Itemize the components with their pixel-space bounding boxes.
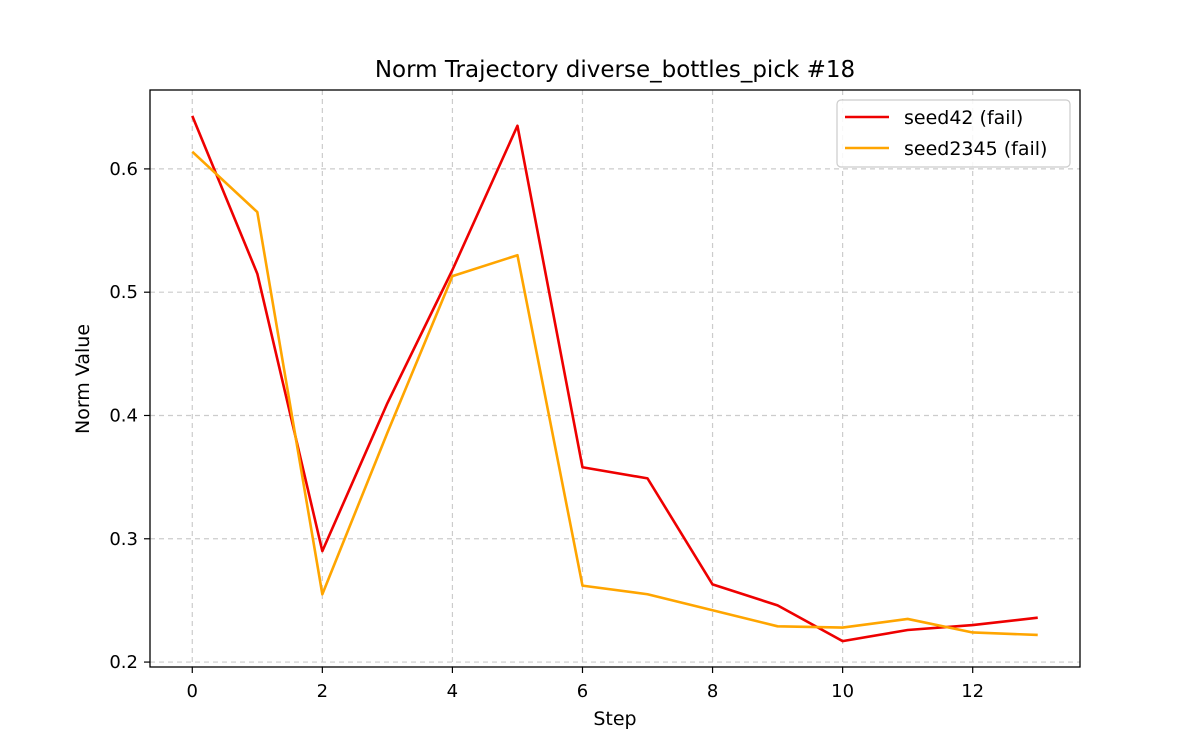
x-tick-label: 8 — [707, 681, 718, 702]
legend-label-seed42: seed42 (fail) — [904, 107, 1023, 129]
y-tick-label: 0.3 — [109, 529, 138, 550]
legend-box — [836, 99, 1071, 168]
legend-label-seed2345: seed2345 (fail) — [904, 138, 1047, 160]
x-tick-label: 2 — [317, 681, 328, 702]
x-tick-label: 0 — [187, 681, 198, 702]
series-line-1 — [191, 150, 1038, 637]
x-axis-ticks: 0 2 4 6 8 10 12 — [187, 667, 984, 702]
x-axis-label: Step — [593, 708, 636, 730]
grid — [150, 90, 1080, 667]
x-tick-label: 4 — [447, 681, 458, 702]
y-tick-label: 0.2 — [109, 652, 138, 673]
y-axis-ticks: 0.2 0.3 0.4 0.5 0.6 — [109, 159, 150, 673]
series-lines — [191, 115, 1038, 643]
x-tick-label: 6 — [577, 681, 588, 702]
plot-frame — [149, 89, 1081, 668]
x-tick-label: 12 — [961, 681, 984, 702]
y-tick-label: 0.5 — [109, 282, 138, 303]
legend: seed42 (fail) seed2345 (fail) — [836, 99, 1071, 168]
y-tick-label: 0.6 — [109, 159, 138, 180]
x-tick-label: 10 — [831, 681, 854, 702]
series-line-0 — [191, 115, 1038, 643]
chart-title: Norm Trajectory diverse_bottles_pick #18 — [375, 57, 855, 83]
y-tick-label: 0.4 — [109, 405, 138, 426]
y-axis-label: Norm Value — [72, 324, 94, 434]
